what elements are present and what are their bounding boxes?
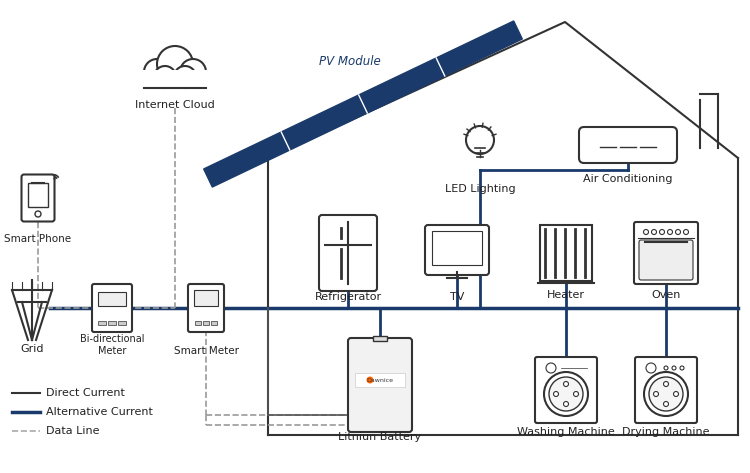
Circle shape — [680, 366, 684, 370]
Circle shape — [676, 229, 680, 235]
Circle shape — [653, 392, 658, 396]
Circle shape — [659, 229, 664, 235]
FancyBboxPatch shape — [92, 284, 132, 332]
Circle shape — [466, 126, 494, 154]
Text: Drying Machine: Drying Machine — [622, 427, 710, 437]
Text: Oven: Oven — [651, 290, 681, 300]
Bar — [355, 373, 405, 387]
Circle shape — [644, 229, 649, 235]
Bar — [143, 70, 207, 88]
Circle shape — [35, 211, 41, 217]
FancyBboxPatch shape — [635, 357, 697, 423]
Circle shape — [668, 229, 673, 235]
Text: Air Conditioning: Air Conditioning — [584, 174, 673, 184]
Circle shape — [683, 229, 688, 235]
Circle shape — [664, 402, 668, 406]
Circle shape — [674, 392, 679, 396]
Circle shape — [649, 377, 683, 411]
Circle shape — [144, 59, 170, 85]
FancyBboxPatch shape — [639, 240, 693, 280]
Circle shape — [652, 229, 656, 235]
Bar — [373, 336, 387, 341]
Text: Heater: Heater — [547, 290, 585, 300]
Circle shape — [563, 382, 568, 386]
Circle shape — [664, 366, 668, 370]
FancyBboxPatch shape — [22, 175, 55, 221]
Text: Litniun Battery: Litniun Battery — [338, 432, 422, 442]
Bar — [203, 321, 209, 325]
Bar — [211, 321, 217, 325]
Text: LED Lighting: LED Lighting — [445, 184, 515, 194]
Bar — [98, 321, 106, 325]
FancyBboxPatch shape — [634, 222, 698, 284]
FancyBboxPatch shape — [535, 357, 597, 423]
Circle shape — [544, 372, 588, 416]
Bar — [540, 225, 592, 281]
Text: Data Line: Data Line — [46, 426, 100, 436]
Text: Refrigerator: Refrigerator — [314, 292, 382, 302]
Circle shape — [367, 377, 374, 384]
Circle shape — [154, 66, 176, 88]
Bar — [28, 183, 48, 207]
Circle shape — [549, 377, 583, 411]
Circle shape — [546, 363, 556, 373]
FancyBboxPatch shape — [348, 338, 412, 432]
Circle shape — [644, 372, 688, 416]
Bar — [432, 231, 482, 265]
Bar — [108, 321, 116, 325]
Circle shape — [554, 392, 559, 396]
Text: PV Module: PV Module — [320, 55, 381, 69]
Circle shape — [574, 392, 578, 396]
Text: Smart Phone: Smart Phone — [4, 234, 71, 244]
Circle shape — [646, 363, 656, 373]
Text: Dawnice: Dawnice — [367, 377, 394, 383]
Text: Grid: Grid — [20, 344, 44, 354]
FancyBboxPatch shape — [579, 127, 677, 163]
FancyBboxPatch shape — [319, 215, 377, 291]
Circle shape — [157, 46, 193, 82]
Bar — [118, 321, 126, 325]
Bar — [194, 290, 218, 306]
Circle shape — [180, 59, 206, 85]
Text: Bi-directional
Meter: Bi-directional Meter — [80, 334, 144, 356]
Text: Direct Current: Direct Current — [46, 388, 125, 398]
Polygon shape — [204, 21, 522, 187]
Text: Smart Meter: Smart Meter — [173, 346, 238, 356]
Circle shape — [672, 366, 676, 370]
Circle shape — [664, 382, 668, 386]
FancyBboxPatch shape — [188, 284, 224, 332]
Text: Washing Machine: Washing Machine — [518, 427, 615, 437]
Text: Internet Cloud: Internet Cloud — [135, 100, 214, 110]
Bar — [195, 321, 201, 325]
Text: TV: TV — [450, 292, 464, 302]
Bar — [98, 292, 126, 306]
FancyBboxPatch shape — [425, 225, 489, 275]
Circle shape — [563, 402, 568, 406]
Circle shape — [174, 66, 196, 88]
Text: Alternative Current: Alternative Current — [46, 407, 153, 417]
